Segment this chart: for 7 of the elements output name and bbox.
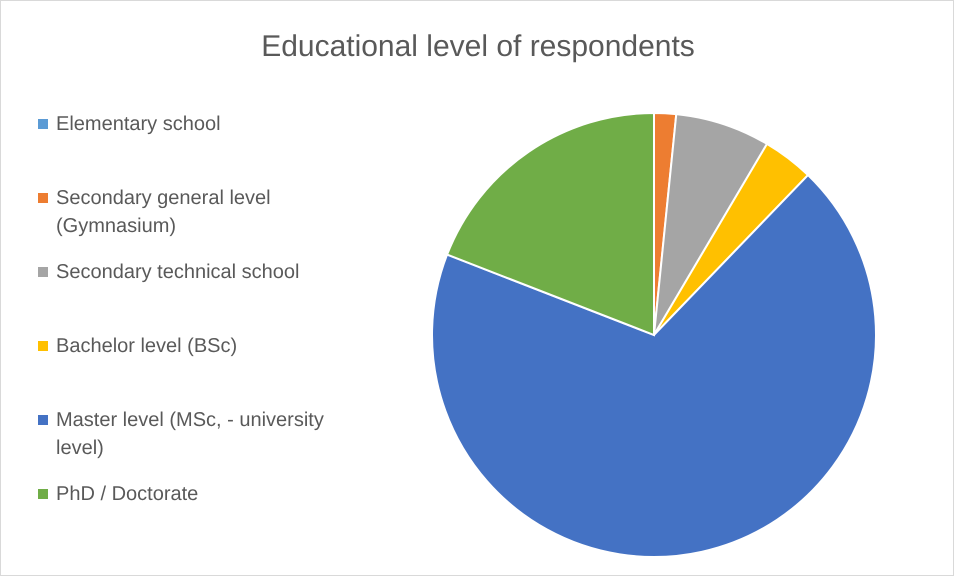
legend-label: Secondary general level (Gymnasium) — [56, 186, 272, 239]
chart-title: Educational level of respondents — [260, 30, 696, 64]
legend-label: Bachelor level (BSc) — [56, 334, 238, 359]
legend-label: Elementary school — [56, 112, 221, 137]
legend-label: Secondary technical school — [56, 260, 300, 285]
legend-label: PhD / Doctorate — [56, 482, 198, 507]
legend-label: Master level (MSc, - university level) — [56, 408, 325, 461]
